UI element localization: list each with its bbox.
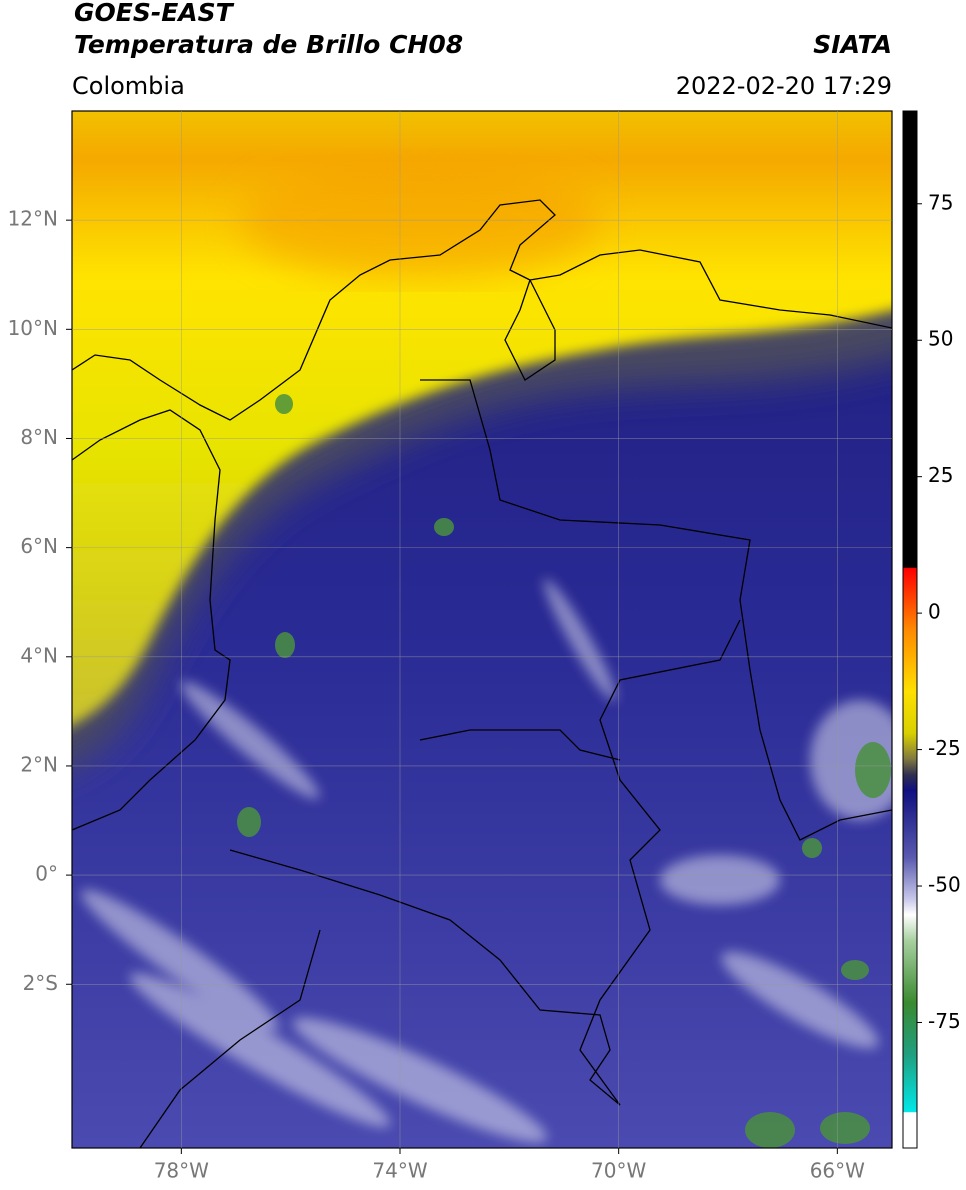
y-tick-label: 6°N [20,534,58,558]
x-tick-label: 78°W [154,1159,209,1183]
y-tick-label: 12°N [8,207,58,231]
colorbar-tick-label: -50 [928,873,961,897]
y-tick-label: 2°N [20,752,58,776]
y-tick-label: 2°S [23,971,58,995]
y-tick-label: 10°N [8,316,58,340]
x-tick-label: 74°W [372,1159,427,1183]
colorbar-tick-label: 50 [928,327,953,351]
y-tick-label: 8°N [20,425,58,449]
x-tick-label: 70°W [591,1159,646,1183]
map-frame [71,110,893,1149]
title: Temperatura de Brillo CH08 [74,30,463,59]
colorbar-tick-label: -75 [928,1009,961,1033]
source: SIATA [813,30,892,59]
title: GOES-EAST [74,0,235,27]
datetime: 2022-02-20 17:29 [676,72,892,100]
colorbar-tick-label: 75 [928,190,953,214]
colorbar-tick-label: 25 [928,463,953,487]
x-tick-label: 66°W [810,1159,865,1183]
y-tick-label: 4°N [20,643,58,667]
colorbar-tick-label: 0 [928,600,941,624]
y-tick-label: 0° [35,862,58,886]
satellite-image [72,111,892,1148]
colorbar-tick-label: -25 [928,736,961,760]
region: Colombia [72,72,185,100]
colorbar [902,110,918,1149]
